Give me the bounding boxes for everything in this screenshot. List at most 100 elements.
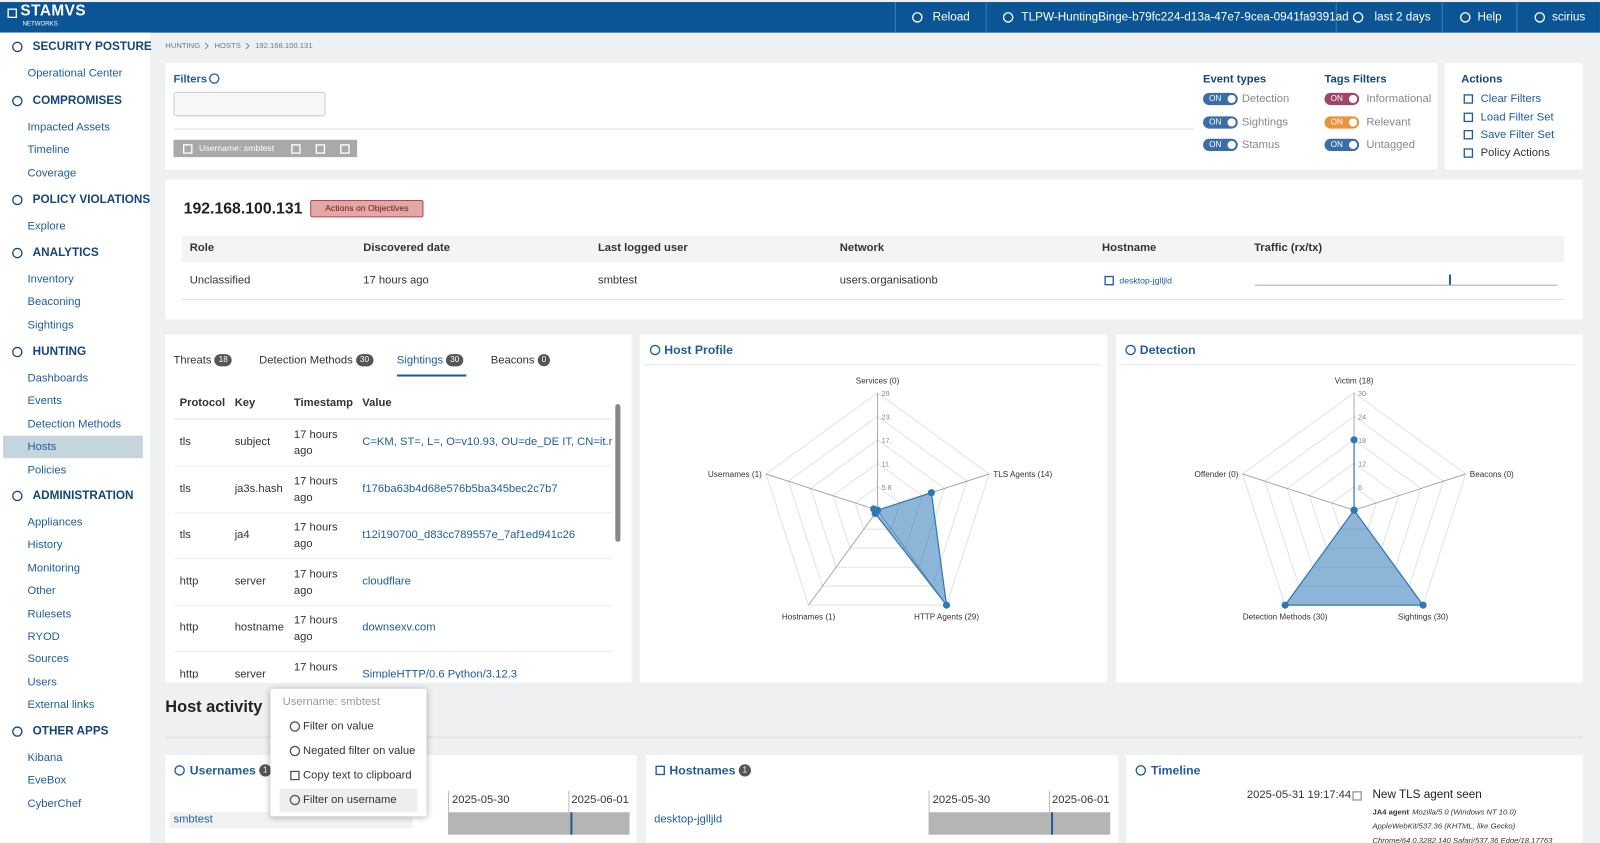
action-item[interactable]: Save Filter Set <box>1480 128 1555 141</box>
top-bar <box>0 2 1600 33</box>
toggle[interactable]: ON <box>1324 92 1360 106</box>
nav-item[interactable]: Policies <box>27 463 67 477</box>
sightings-cell[interactable]: SimpleHTTP/0.6 Python/3.12.3 <box>362 667 517 679</box>
toggle[interactable]: ON <box>1203 138 1238 152</box>
toggle-label: Sightings <box>1241 115 1289 129</box>
traffic-spike <box>1448 274 1452 285</box>
sightings-cell: 17 hours ago <box>293 474 338 504</box>
sightings-cell[interactable]: C=KM, ST=, L=, O=v10.93, OU=de_DE IT, CN… <box>362 435 613 448</box>
icon-shape <box>12 95 23 107</box>
nav-item[interactable]: Hosts <box>27 441 57 454</box>
icon <box>1463 129 1474 140</box>
context-menu-item[interactable]: Filter on value <box>303 720 374 733</box>
action-item[interactable]: Load Filter Set <box>1480 110 1554 123</box>
icon <box>655 765 665 776</box>
activity-date: 2025-05-30 <box>452 793 510 807</box>
header-item[interactable]: last 2 days <box>1374 11 1431 24</box>
activity-row[interactable]: smbtest <box>173 813 213 826</box>
sightings-cell[interactable]: t12i190700_d83cc789557e_7af1ed941c26 <box>362 528 576 541</box>
context-menu-item[interactable]: Filter on username <box>303 793 397 807</box>
header-item[interactable]: scirius <box>1552 11 1586 24</box>
host-table-cell[interactable]: desktop-jglljld <box>1119 275 1172 286</box>
tab[interactable]: Sightings <box>396 354 444 367</box>
context-menu-item[interactable]: Copy text to clipboard <box>303 769 412 782</box>
radar-tick-label: 30 <box>1358 390 1366 398</box>
nav-item[interactable]: Operational Center <box>27 67 123 80</box>
icon <box>12 346 23 358</box>
radar-point <box>942 601 951 609</box>
action-item[interactable]: Policy Actions <box>1480 146 1550 159</box>
header-item[interactable]: Reload <box>932 11 970 24</box>
filter-chip-label: Username: smbtest <box>198 142 275 154</box>
header-item[interactable]: Help <box>1477 11 1502 24</box>
nav-item[interactable]: Sightings <box>27 319 74 332</box>
panel-title-line <box>642 364 1100 366</box>
nav-item[interactable]: Sources <box>27 653 69 666</box>
breadcrumb-item[interactable]: HUNTING <box>165 40 201 50</box>
traffic-baseline <box>1255 284 1558 286</box>
tab[interactable]: Threats <box>173 354 212 367</box>
nav-item[interactable]: Users <box>27 676 57 689</box>
radar-tick-label: 12 <box>1358 460 1366 468</box>
breadcrumb-item[interactable]: HOSTS <box>214 40 241 50</box>
nav-item[interactable]: Timeline <box>27 144 70 157</box>
icon-shape <box>1463 147 1474 158</box>
icon <box>912 12 923 23</box>
chevron <box>245 42 250 50</box>
nav-item[interactable]: Monitoring <box>27 562 80 575</box>
breadcrumb-item: 192.168.100.131 <box>255 40 313 50</box>
timeline-event: New TLS agent seen <box>1372 788 1482 802</box>
activity-date: 2025-05-30 <box>932 793 991 807</box>
toggle[interactable]: ON <box>1203 92 1238 106</box>
radar-grid <box>854 486 901 530</box>
context-menu-item[interactable]: Negated filter on value <box>303 744 416 758</box>
header-item[interactable]: TLPW-HuntingBinge-b79fc224-d13a-47e7-9ce… <box>1021 11 1349 24</box>
nav-item[interactable]: RYOD <box>27 630 60 643</box>
filter-chip <box>173 139 358 158</box>
panel-title: Host Profile <box>664 342 733 358</box>
nav-item[interactable]: Inventory <box>27 273 74 286</box>
nav-item[interactable]: Appliances <box>27 516 83 529</box>
nav-item[interactable]: Coverage <box>27 167 77 180</box>
nav-item[interactable]: Impacted Assets <box>27 121 110 134</box>
tab[interactable]: Detection Methods <box>259 354 353 367</box>
radar-axis-label: Beacons (0) <box>1470 470 1514 479</box>
sightings-cell[interactable]: f176ba63b4d68e576b5ba345bec2c7b7 <box>362 482 558 495</box>
nav-item[interactable]: Events <box>27 395 62 408</box>
nav-item[interactable]: Explore <box>27 220 66 233</box>
context-menu-title: Username: smbtest <box>282 695 380 709</box>
toggle[interactable]: ON <box>1203 115 1238 129</box>
tab[interactable]: Beacons <box>490 354 535 367</box>
timeline-detail-key: JA4 agent <box>1372 807 1410 817</box>
nav-item[interactable]: External links <box>27 699 95 712</box>
icon <box>1460 12 1471 23</box>
icon <box>7 8 17 19</box>
radar-tick-label: 11. <box>882 460 891 468</box>
activity-row[interactable]: desktop-jglljld <box>654 813 723 826</box>
nav-item[interactable]: EveBox <box>27 774 67 788</box>
nav-item[interactable]: Beaconing <box>27 296 81 309</box>
nav-item[interactable]: Kibana <box>27 752 63 765</box>
icon <box>340 144 350 154</box>
brand: STAMVS <box>20 2 87 20</box>
nav-item[interactable]: Rulesets <box>27 607 72 620</box>
radar-point <box>1281 601 1289 609</box>
sightings-cell: 17 hours ago <box>293 567 338 597</box>
radar-tick-label: 29 <box>882 390 890 398</box>
toggle[interactable]: ON <box>1324 115 1360 129</box>
icon <box>12 95 23 107</box>
nav-item[interactable]: Dashboards <box>27 372 89 385</box>
action-item[interactable]: Clear Filters <box>1480 92 1542 106</box>
toggle[interactable]: ON <box>1324 138 1360 152</box>
sightings-cell[interactable]: cloudflare <box>362 574 411 588</box>
nav-item[interactable]: History <box>27 539 63 552</box>
icon <box>315 144 326 154</box>
nav-item[interactable]: Detection Methods <box>27 418 122 431</box>
panel-count: 1 <box>258 764 272 777</box>
actions-title: Actions <box>1461 73 1503 86</box>
sightings-cell[interactable]: downsexv.com <box>362 621 436 634</box>
filter-select[interactable] <box>173 91 326 117</box>
nav-item[interactable]: CyberChef <box>27 797 82 810</box>
filters-divider <box>173 128 1194 130</box>
nav-item[interactable]: Other <box>27 584 56 598</box>
